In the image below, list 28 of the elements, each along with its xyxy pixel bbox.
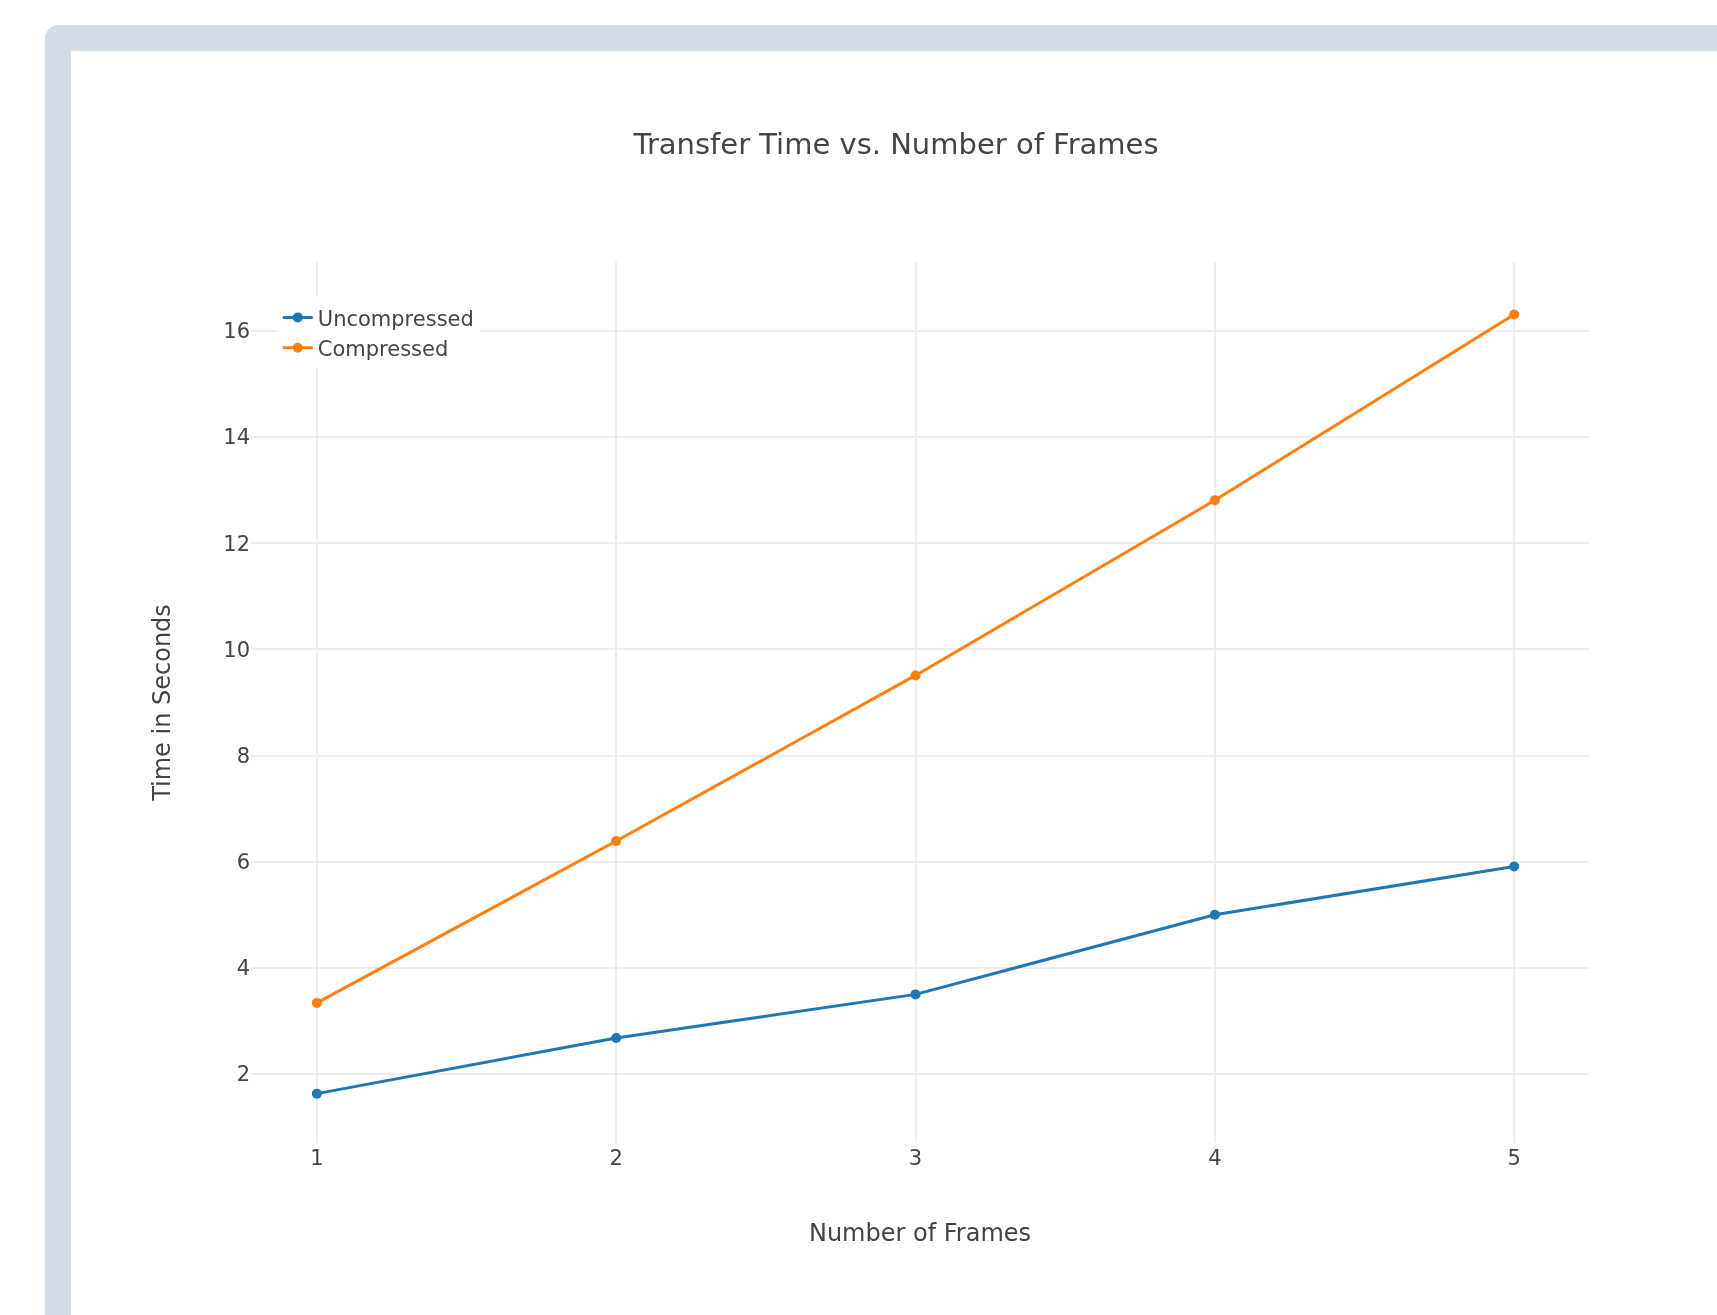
point xyxy=(611,836,622,847)
point xyxy=(910,670,921,681)
y-tick-label: 8 xyxy=(236,743,250,768)
point xyxy=(1209,495,1220,506)
point xyxy=(311,1088,322,1099)
x-axis-title: Number of Frames xyxy=(808,1219,1032,1248)
point xyxy=(611,1032,622,1043)
x-tick-label: 4 xyxy=(1208,1146,1222,1170)
y-tick-label: 6 xyxy=(236,850,250,875)
y-tick-label: 10 xyxy=(223,637,250,662)
x-tick-label: 3 xyxy=(908,1146,923,1170)
y-tick-label: 14 xyxy=(223,425,250,450)
legend-label: Uncompressed xyxy=(317,306,474,331)
point xyxy=(1509,309,1520,320)
legend-label: Compressed xyxy=(317,336,449,361)
point xyxy=(311,997,322,1008)
y-tick-label: 2 xyxy=(236,1062,250,1087)
point xyxy=(1509,861,1520,872)
y-tick-label: 16 xyxy=(223,319,250,344)
chart-title: Transfer Time vs. Number of Frames xyxy=(632,127,1159,162)
x-tick-label: 5 xyxy=(1507,1146,1521,1170)
y-tick-label: 12 xyxy=(223,531,250,556)
y-tick-label: 4 xyxy=(236,956,250,981)
x-tick-label: 1 xyxy=(310,1146,324,1170)
point xyxy=(1209,909,1220,920)
y-axis-title: Time in Seconds xyxy=(148,604,177,802)
x-tick-label: 2 xyxy=(609,1146,623,1170)
point xyxy=(910,989,921,1000)
